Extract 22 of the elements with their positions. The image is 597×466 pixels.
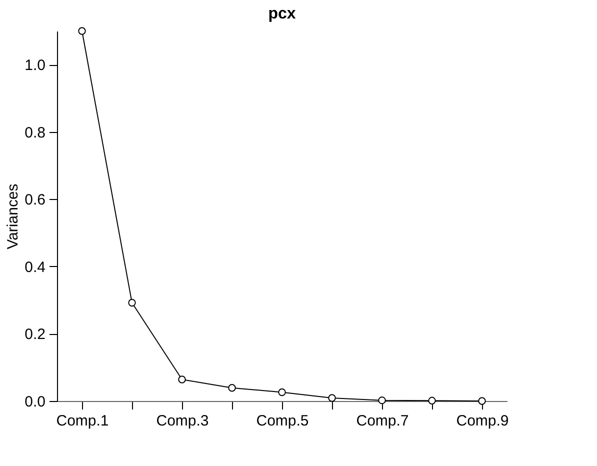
point [228, 384, 236, 392]
point [428, 396, 436, 405]
x-tick-label: Comp.7 [356, 412, 409, 430]
y-tick-label: 0.8 [24, 124, 46, 142]
point [278, 388, 286, 396]
point [178, 376, 186, 384]
y-tick-label: 0.6 [24, 192, 46, 209]
point [328, 394, 336, 402]
point [128, 298, 136, 307]
x-tick-label: Comp.5 [256, 412, 309, 430]
x-tick-label: Comp.9 [456, 412, 509, 430]
y-tick-label: 0.4 [24, 258, 46, 276]
point [78, 27, 86, 35]
y-tick-label: 1.0 [24, 57, 46, 74]
x-tick-label: Comp.1 [56, 412, 109, 430]
chart-title: pcx [268, 6, 296, 23]
x-tick-label: Comp.3 [156, 412, 209, 430]
y-tick-label: 0.2 [24, 326, 46, 344]
point [478, 397, 486, 405]
y-axis-title: Variances [4, 184, 22, 250]
point [378, 396, 386, 404]
y-tick-label: 0.0 [24, 394, 46, 410]
